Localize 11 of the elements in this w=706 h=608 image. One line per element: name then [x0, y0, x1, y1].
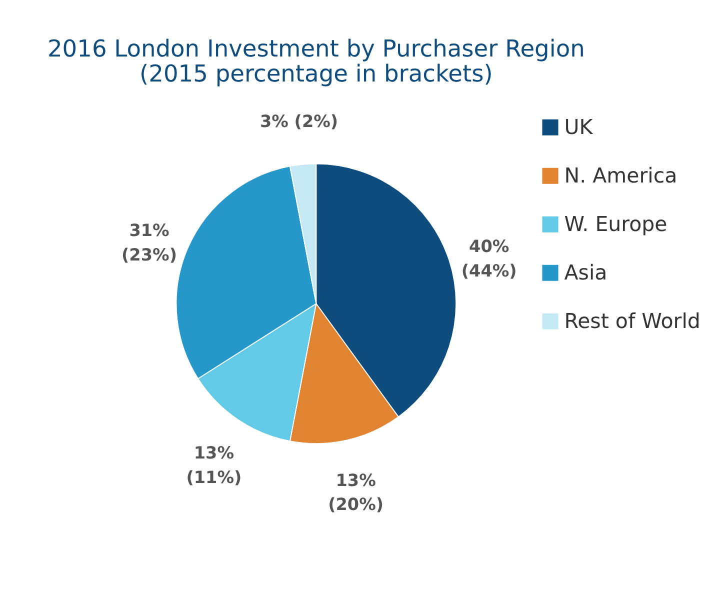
data-label: 31% (23%): [122, 220, 177, 264]
legend-label: N. America: [564, 163, 678, 188]
legend-label: Rest of World: [564, 308, 700, 333]
legend-label: UK: [564, 114, 594, 139]
chart-title: 2016 London Investment by Purchaser Region (2015 percentage in brackets): [47, 35, 585, 88]
legend-label: Asia: [564, 260, 608, 284]
data-label: 13% (11%): [186, 442, 242, 487]
data-label: 13% (20%): [328, 470, 384, 514]
legend-label: W. Europe: [564, 212, 668, 236]
data-label: 3% (2%): [260, 111, 338, 132]
data-label: 40% (44%): [461, 236, 517, 280]
